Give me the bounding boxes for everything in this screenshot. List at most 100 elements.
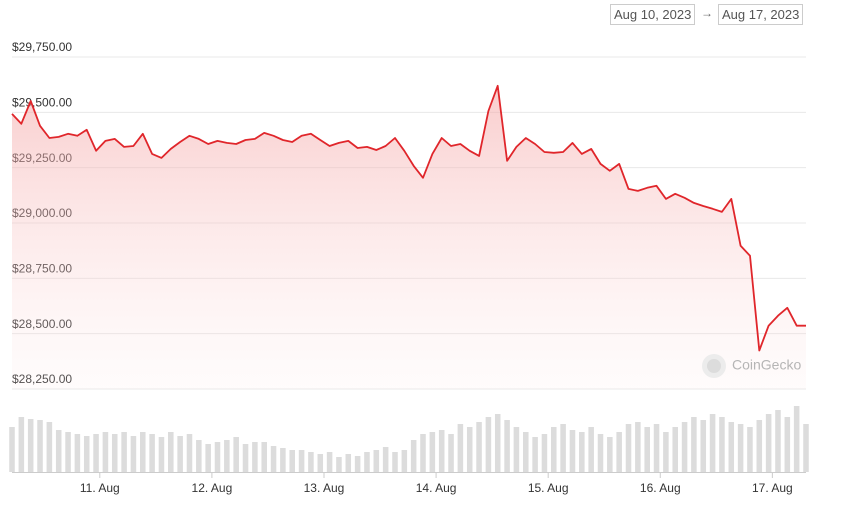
volume-bar <box>522 432 529 472</box>
volume-bar <box>168 432 174 472</box>
volume-bar <box>672 427 678 472</box>
volume-bar <box>635 422 641 472</box>
volume-bar <box>457 424 464 472</box>
volume-bar <box>18 417 25 472</box>
volume-bar <box>186 434 193 472</box>
volume-bar <box>756 420 763 472</box>
range-arrow: → <box>701 6 713 20</box>
volume-bar <box>466 427 473 472</box>
volume-bar <box>177 436 183 472</box>
volume-bar <box>336 457 342 472</box>
volume-bar <box>93 434 99 472</box>
x-tick-label: 17. Aug <box>752 481 793 495</box>
y-tick-label: $29,750.00 <box>12 40 72 54</box>
volume-bar <box>354 456 361 472</box>
volume-bar <box>429 432 436 472</box>
volume-bar <box>569 430 576 472</box>
volume-bar <box>747 427 753 472</box>
volume-bar <box>46 422 53 472</box>
price-line <box>11 84 806 352</box>
volume-bar <box>252 442 258 472</box>
volume-bar <box>158 437 165 472</box>
volume-bar <box>326 452 333 472</box>
volume-bar <box>196 440 202 472</box>
watermark: CoinGecko <box>702 354 801 378</box>
volume-bar <box>532 437 538 472</box>
volume-bar <box>691 417 697 472</box>
volume-bar <box>308 452 314 472</box>
volume-bar <box>719 417 725 472</box>
volume-bar <box>681 422 688 472</box>
volume-bar <box>560 424 566 472</box>
volume-bar <box>541 434 548 472</box>
volume-bar <box>494 414 501 472</box>
volume-bar <box>551 427 557 472</box>
volume-bar <box>784 417 791 472</box>
volume-bar <box>663 432 669 472</box>
volume-bar <box>737 424 744 472</box>
volume-bar <box>616 432 622 472</box>
volume-bar <box>83 436 90 472</box>
volume-bar <box>588 427 594 472</box>
volume-bar <box>625 424 632 472</box>
volume-bar <box>709 414 716 472</box>
volume-bar <box>27 419 34 472</box>
volume-bar <box>401 450 408 472</box>
x-tick-label: 16. Aug <box>640 481 681 495</box>
volume-bar <box>765 414 772 472</box>
volume-bar <box>803 424 809 472</box>
volume-bar <box>504 420 510 472</box>
x-tick-label: 14. Aug <box>416 481 457 495</box>
volume-bar <box>382 447 389 472</box>
watermark-text: CoinGecko <box>732 357 801 373</box>
volume-bar <box>205 444 211 472</box>
volume-bar <box>65 432 71 472</box>
volume-bar <box>140 432 146 472</box>
volume-bar <box>513 427 520 472</box>
volume-bar <box>317 454 324 472</box>
volume-bar <box>37 420 43 472</box>
x-tick-label: 15. Aug <box>528 481 569 495</box>
y-tick-label: $29,500.00 <box>12 96 72 110</box>
volume-bar <box>420 434 426 472</box>
volume-bar <box>700 420 707 472</box>
price-area <box>12 85 806 390</box>
volume-bar <box>485 417 492 472</box>
volume-bar <box>644 427 650 472</box>
volume-bar <box>476 422 482 472</box>
volume-bar <box>345 454 352 472</box>
volume-bar <box>438 430 445 472</box>
volume-bar <box>55 430 62 472</box>
date-to[interactable]: Aug 17, 2023 <box>718 4 804 25</box>
x-tick-label: 12. Aug <box>192 481 233 495</box>
x-tick-label: 13. Aug <box>304 481 345 495</box>
volume-bar <box>261 442 267 472</box>
volume-bar <box>270 446 277 472</box>
volume-bar <box>74 434 81 472</box>
volume-bar <box>289 450 296 472</box>
volume-bar <box>111 434 118 472</box>
volume-bar <box>298 450 305 472</box>
volume-bar <box>149 434 155 472</box>
volume-bar <box>653 424 660 472</box>
volume-bar <box>102 432 109 472</box>
volume-bar <box>793 406 800 472</box>
date-from[interactable]: Aug 10, 2023 <box>610 4 696 25</box>
volume-bar <box>130 436 137 472</box>
volume-bar <box>364 452 370 472</box>
volume-bar <box>242 444 249 472</box>
volume-bar <box>728 422 735 472</box>
volume-bar <box>448 434 454 472</box>
volume-bar <box>280 448 286 472</box>
volume-bar <box>597 434 604 472</box>
volume-bar <box>410 440 417 472</box>
x-tick-label: 11. Aug <box>80 481 120 495</box>
volume-bar <box>121 432 127 472</box>
volume-bar <box>373 450 380 472</box>
volume-bar <box>607 437 613 472</box>
volume-bar <box>214 442 221 472</box>
volume-bar <box>579 432 585 472</box>
volume-bar <box>392 452 398 472</box>
